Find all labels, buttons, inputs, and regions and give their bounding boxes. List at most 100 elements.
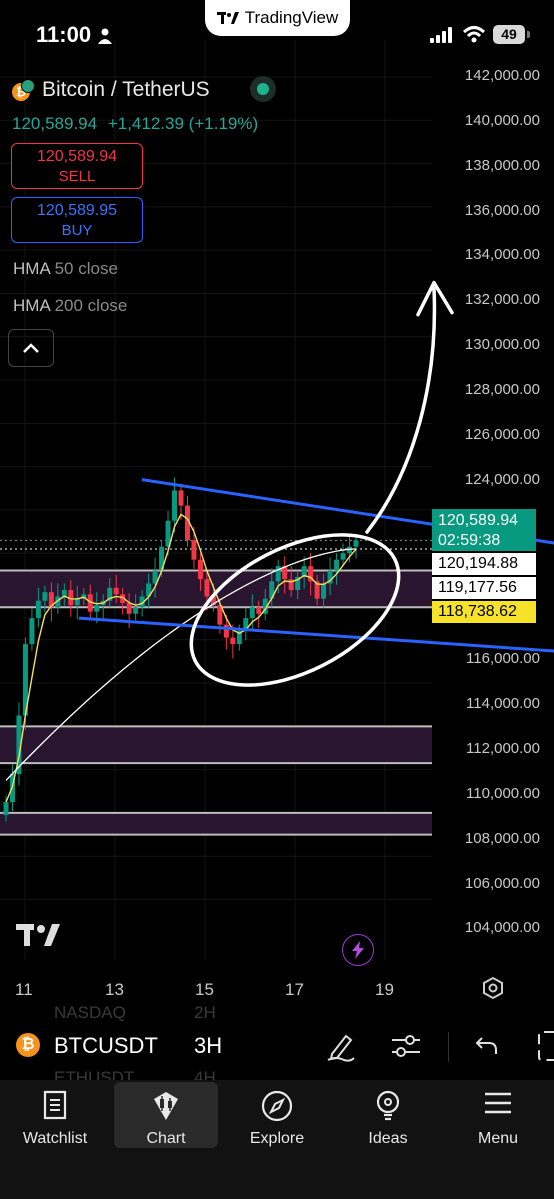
candle [249,607,255,619]
date-tick: 15 [195,980,214,999]
candle [22,644,28,716]
candle [55,596,61,608]
btc-coin-icon: ₿ [16,1033,40,1057]
price-tick: 116,000.00 [466,650,540,667]
candle [347,546,353,554]
ghost-watch-interval: 2H [194,1003,216,1022]
chart-settings-icon[interactable] [482,977,504,999]
candle [275,566,281,582]
pen-draw-icon[interactable] [324,1030,356,1062]
indicator-hma-50[interactable]: HMA 50 close [13,259,118,279]
compass-icon [261,1090,293,1122]
price-tick: 132,000.00 [464,291,540,308]
candle [94,605,100,612]
candle [178,490,184,506]
last-price: 120,589.94 [12,114,98,133]
candle [139,596,145,608]
indicators-sliders-icon[interactable] [390,1032,422,1060]
wifi-icon [462,26,486,43]
price-tick: 136,000.00 [464,202,540,219]
hma-50-line [5,513,357,803]
indicator-name: HMA [13,259,50,278]
candle [42,592,48,601]
lightning-button[interactable] [342,934,374,966]
indicator-params: 200 close [54,296,128,315]
price-tick: 138,000.00 [464,157,540,174]
candle [321,583,327,599]
highlight-ellipse [189,533,401,687]
chevron-up-icon [23,343,39,353]
tradingview-logo-icon [216,12,239,24]
tab-label: Ideas [368,1130,408,1147]
candle [340,553,346,560]
candle [288,579,294,590]
price-tick: 124,000.00 [464,471,540,488]
candle [48,592,54,608]
date-tick: 19 [375,980,394,999]
tab-watchlist[interactable]: Watchlist [3,1082,107,1147]
symbol-title: Bitcoin / TetherUS [42,78,210,101]
candle [16,715,22,774]
candle [133,607,139,614]
indicator-hma-200[interactable]: HMA 200 close [13,296,127,316]
candle [120,594,126,603]
candle [327,570,333,584]
support-zone [0,726,432,764]
tab-explore[interactable]: Explore [225,1082,329,1147]
collapse-legend-button[interactable] [8,329,54,367]
lightning-icon [352,941,364,959]
target-arrow-head [416,280,454,317]
support-zone [0,812,432,835]
tab-menu[interactable]: Menu [446,1082,550,1147]
app-banner[interactable]: TradingView [205,0,350,36]
indicator-params: 50 close [54,259,118,278]
candle [3,802,9,816]
candle [146,583,152,597]
price-tick: 142,000.00 [464,67,540,84]
undo-icon[interactable] [474,1034,498,1058]
candle [61,589,67,597]
hamburger-menu-icon [485,1092,511,1114]
candle [126,602,132,614]
fullscreen-icon[interactable] [536,1030,554,1062]
candle [243,618,249,632]
price-tick: 128,000.00 [464,381,540,398]
sell-price: 120,589.94 [36,148,118,165]
hma-price-tag: 119,177.56 [432,577,536,599]
candle [165,520,171,547]
chart-candles-icon [154,1092,178,1120]
price-tick: 130,000.00 [464,336,540,353]
interval-button[interactable]: 3H [194,1033,223,1058]
ghost-watch-symbol: NASDAQ [54,1003,126,1022]
symbol-search-button[interactable]: BTCUSDT [54,1033,158,1058]
signal-icon [430,27,452,43]
candle [236,631,242,645]
target-arrow [365,286,437,534]
tab-label: Watchlist [22,1130,88,1147]
tab-chart[interactable]: Chart [114,1082,218,1148]
candle [172,490,178,521]
candle [308,566,314,582]
candle [230,637,236,645]
candle [314,581,320,599]
candle [282,566,288,580]
market-open-indicator [257,83,269,95]
symbol-header[interactable]: ₿ Bitcoin / TetherUS [12,78,210,102]
hma-price-tag: 120,194.88 [432,553,536,575]
price-tick: 108,000.00 [464,830,540,847]
sell-label: SELL [58,168,96,185]
candle [29,618,35,645]
tab-ideas[interactable]: Ideas [336,1082,440,1147]
lightbulb-icon [376,1090,400,1121]
buy-price: 120,589.95 [36,202,118,219]
btc-coin-icon: ₿ [12,79,35,101]
status-time: 11:00 [36,22,92,47]
price-chart[interactable] [0,40,554,1000]
hma-price-tag: 118,738.62 [432,601,536,623]
candle [204,579,210,597]
buy-button[interactable]: 120,589.95 BUY [11,197,143,243]
price-tick: 112,000.00 [466,740,540,757]
battery-nub [527,31,530,38]
sell-button[interactable]: 120,589.94 SELL [11,143,143,189]
candle [184,505,190,541]
